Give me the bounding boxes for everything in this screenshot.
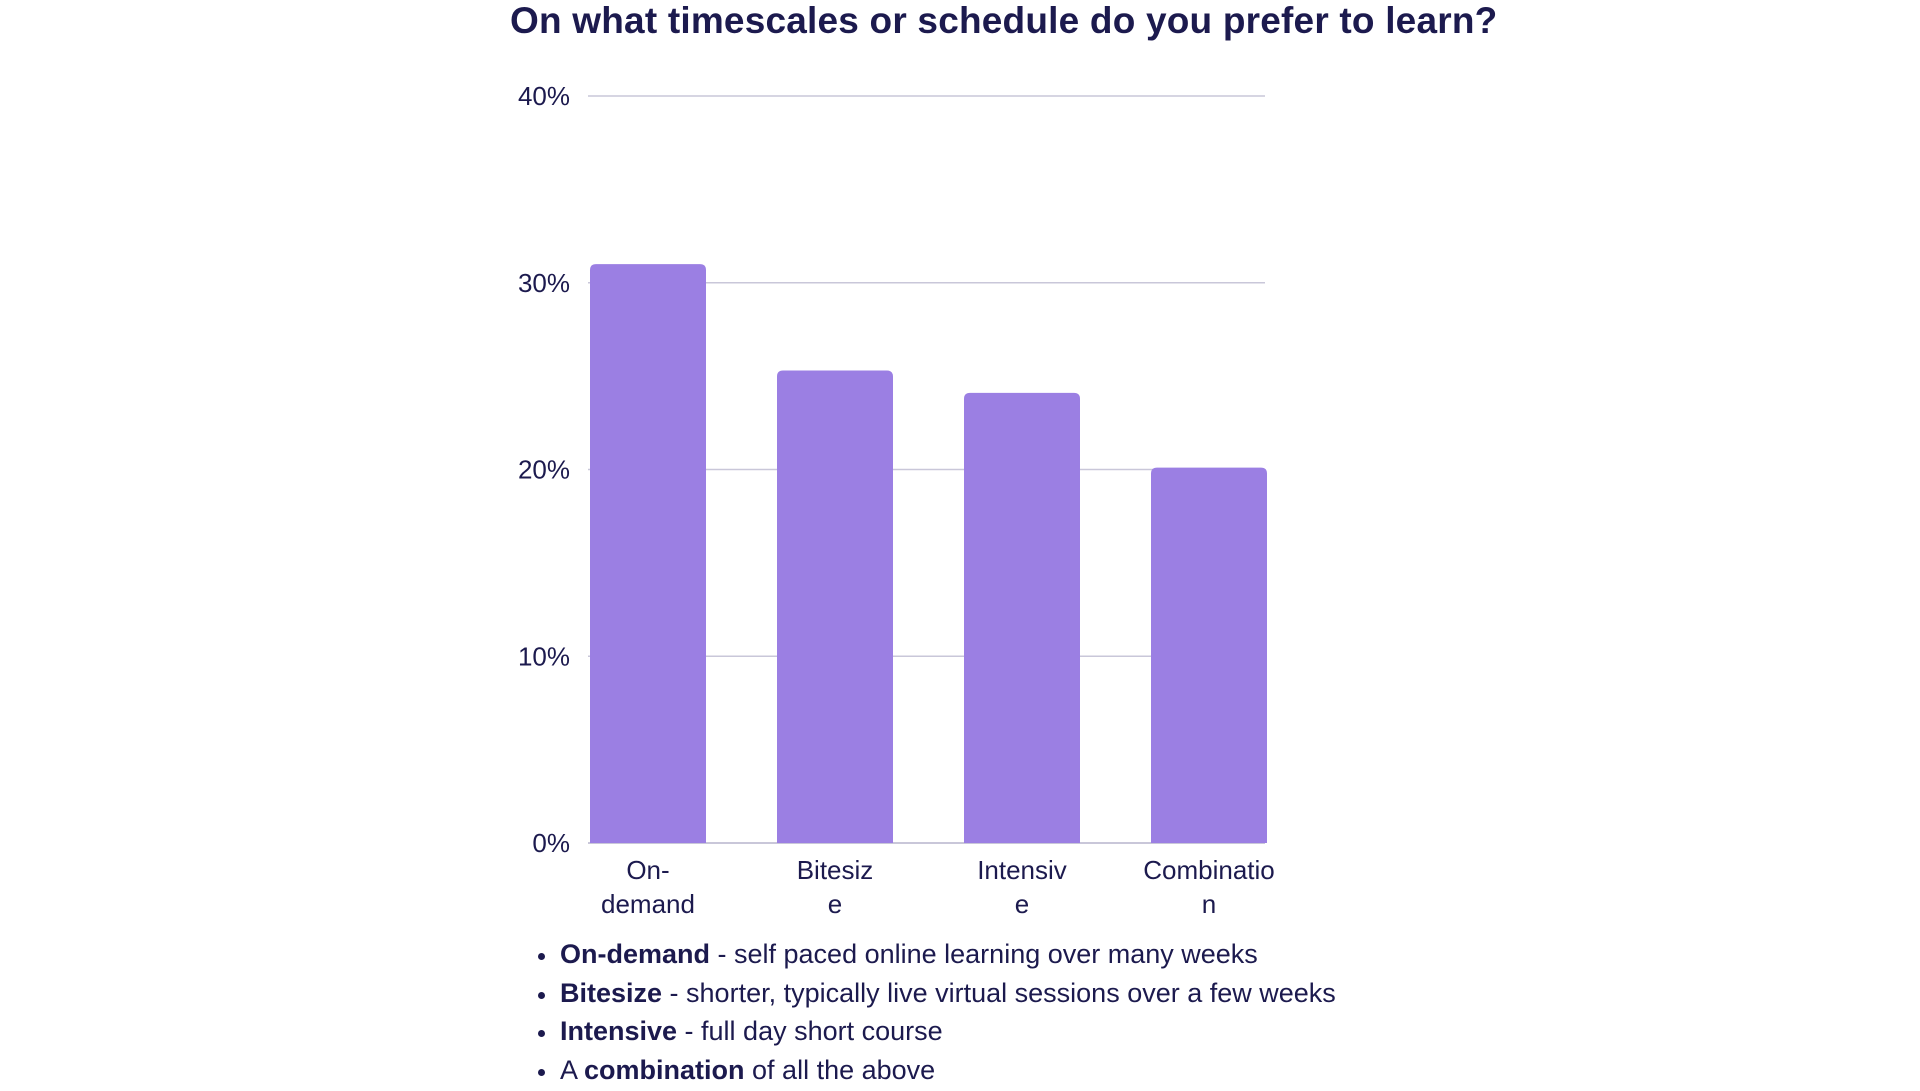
x-category-label: Bitesiz: [797, 855, 874, 885]
y-tick-label: 40%: [518, 81, 570, 111]
x-category-label: e: [1015, 889, 1029, 919]
bars: [590, 264, 1267, 843]
x-category-label: n: [1202, 889, 1216, 919]
x-category-label: Combinatio: [1143, 855, 1275, 885]
definition-item: A combination of all the above: [558, 1051, 1336, 1090]
bar: [590, 264, 706, 843]
bar-chart: 0% 10% 20% 30% 40% On-demand Bitesiz e Intensiv…: [518, 81, 1275, 919]
x-category-label: e: [828, 889, 842, 919]
x-category-label: demand: [601, 889, 695, 919]
y-tick-label: 10%: [518, 641, 570, 671]
chart-title: On what timescales or schedule do you pr…: [510, 0, 1498, 41]
definition-item: Bitesize - shorter, typically live virtu…: [558, 974, 1336, 1013]
definitions-list: On-demand - self paced online learning o…: [528, 935, 1336, 1089]
bar: [1151, 467, 1267, 843]
x-category-label: Intensiv: [977, 855, 1067, 885]
y-tick-label: 20%: [518, 455, 570, 485]
definition-item: On-demand - self paced online learning o…: [558, 935, 1336, 974]
bar: [777, 370, 893, 843]
y-axis-ticks: 0% 10% 20% 30% 40%: [518, 81, 570, 858]
y-tick-label: 0%: [532, 828, 570, 858]
bar: [964, 392, 1080, 843]
x-axis-categories: On-demand Bitesiz e Intensiv e Combinatio n: [601, 855, 1275, 919]
y-tick-label: 30%: [518, 268, 570, 298]
definition-item: Intensive - full day short course: [558, 1012, 1336, 1051]
x-category-label: On-: [626, 855, 669, 885]
